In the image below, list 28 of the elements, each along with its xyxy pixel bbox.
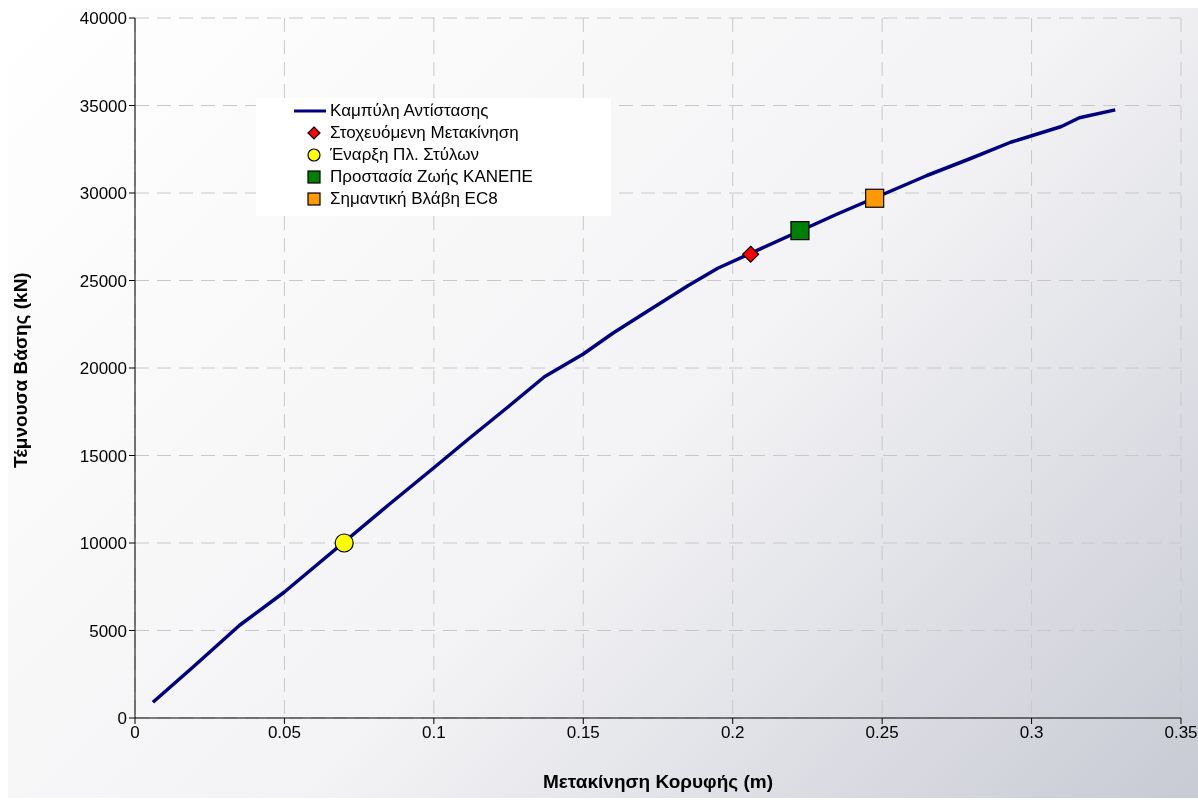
x-tick-label: 0.05 <box>267 723 301 743</box>
point <box>742 245 760 263</box>
y-tick-label: 15000 <box>79 446 127 466</box>
legend-label: Προστασία Ζωής ΚΑΝΕΠΕ <box>330 167 533 187</box>
x-axis-title: Μετακίνηση Κορυφής (m) <box>542 771 774 792</box>
y-tick-label: 10000 <box>79 534 127 554</box>
point <box>865 188 885 208</box>
y-tick-label: 30000 <box>79 184 127 204</box>
y-tick-label: 25000 <box>79 271 127 291</box>
legend-label: Στοχευόμενη Μετακίνηση <box>330 123 519 143</box>
point <box>334 533 354 553</box>
y-tick-label: 40000 <box>79 9 127 29</box>
point <box>790 221 810 241</box>
y-tick-label: 20000 <box>79 359 127 379</box>
y-tick-label: 35000 <box>79 96 127 116</box>
y-tick-label: 5000 <box>89 621 127 641</box>
x-tick-label: 0.15 <box>566 723 600 743</box>
x-tick-label: 0.2 <box>720 723 745 743</box>
legend-label: Σημαντική Βλάβη EC8 <box>330 189 498 209</box>
x-tick-label: 0.35 <box>1164 723 1198 743</box>
y-axis-title: Τέμνουσα Βάσης (kN) <box>9 272 31 468</box>
legend-label: Καμπύλη Αντίστασης <box>330 101 489 121</box>
y-tick-label: 0 <box>117 709 127 729</box>
legend-label: Έναρξη Πλ. Στύλων <box>330 145 480 165</box>
x-tick-label: 0.25 <box>865 723 899 743</box>
x-tick-label: 0.1 <box>422 723 446 743</box>
x-tick-label: 0 <box>130 723 140 743</box>
x-tick-label: 0.3 <box>1019 723 1044 743</box>
